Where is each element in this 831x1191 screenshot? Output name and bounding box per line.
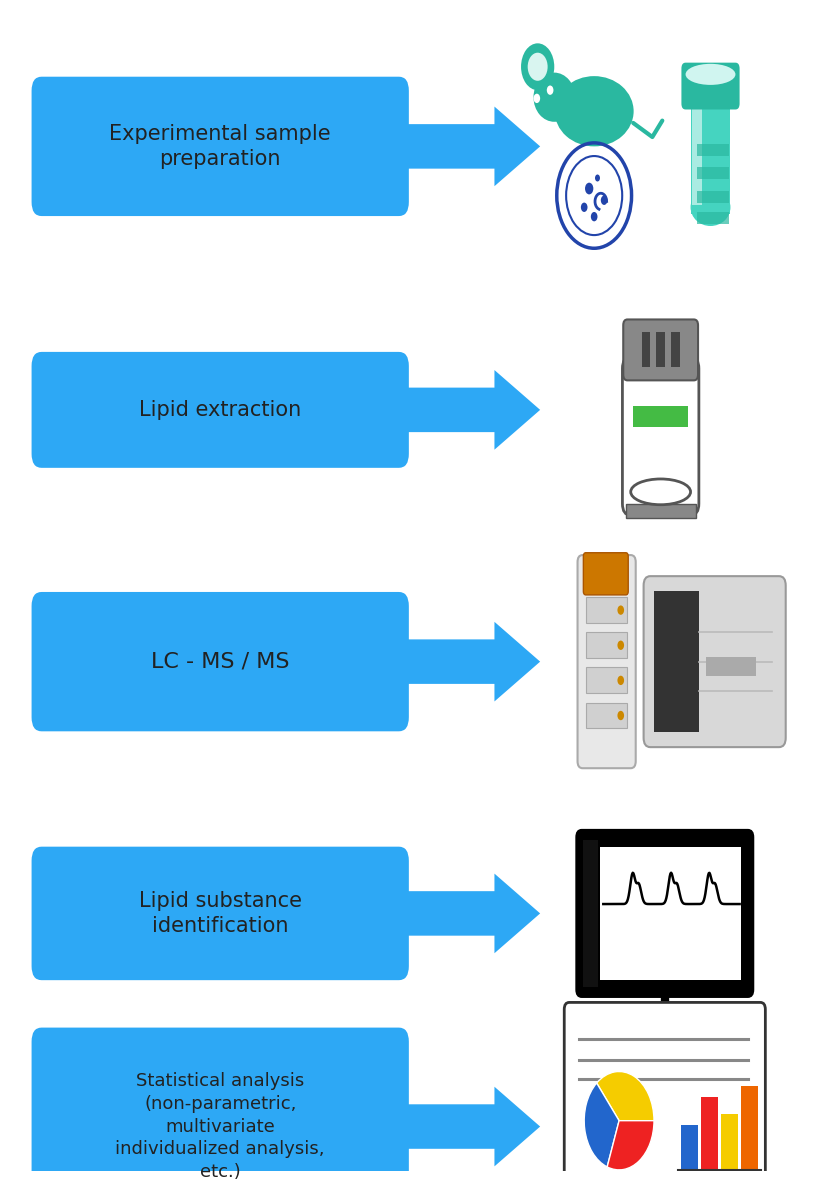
Bar — [697, 212, 729, 224]
Bar — [706, 657, 756, 675]
Circle shape — [617, 711, 624, 721]
Bar — [671, 332, 680, 368]
Bar — [633, 406, 688, 428]
Polygon shape — [407, 370, 540, 450]
Bar — [701, 1097, 718, 1170]
Text: Statistical analysis
(non-parametric,
multivariate
individualized analysis,
etc.: Statistical analysis (non-parametric, mu… — [116, 1072, 325, 1181]
Ellipse shape — [555, 76, 633, 146]
Polygon shape — [407, 1086, 540, 1166]
FancyBboxPatch shape — [681, 63, 740, 110]
Text: Experimental sample
preparation: Experimental sample preparation — [110, 124, 331, 169]
Bar — [721, 1114, 738, 1170]
Wedge shape — [597, 1072, 654, 1121]
Circle shape — [617, 641, 624, 650]
FancyBboxPatch shape — [623, 319, 698, 380]
FancyBboxPatch shape — [583, 553, 628, 594]
Bar — [630, 1009, 700, 1024]
Circle shape — [617, 605, 624, 615]
Circle shape — [601, 195, 607, 205]
Bar — [626, 504, 696, 518]
Circle shape — [585, 182, 593, 194]
Ellipse shape — [686, 64, 735, 85]
Bar — [681, 1125, 698, 1170]
FancyBboxPatch shape — [32, 351, 409, 468]
FancyBboxPatch shape — [564, 1003, 765, 1191]
Circle shape — [547, 86, 553, 95]
FancyBboxPatch shape — [578, 555, 636, 768]
Polygon shape — [407, 622, 540, 701]
Bar — [656, 332, 665, 368]
Circle shape — [595, 175, 600, 181]
Bar — [697, 191, 729, 202]
FancyBboxPatch shape — [32, 76, 409, 216]
Bar — [642, 332, 650, 368]
Bar — [600, 847, 741, 980]
Bar — [586, 632, 627, 659]
Bar — [583, 840, 598, 987]
Ellipse shape — [631, 479, 691, 505]
FancyBboxPatch shape — [622, 357, 699, 516]
Bar — [586, 597, 627, 623]
FancyBboxPatch shape — [644, 576, 786, 747]
Circle shape — [528, 52, 548, 81]
Bar — [586, 703, 627, 729]
FancyBboxPatch shape — [32, 1028, 409, 1191]
Text: LC - MS / MS: LC - MS / MS — [151, 651, 289, 672]
Bar — [741, 1085, 758, 1170]
Bar — [655, 592, 700, 732]
Bar — [697, 144, 729, 156]
Circle shape — [591, 212, 597, 222]
Polygon shape — [407, 874, 540, 953]
Polygon shape — [407, 106, 540, 186]
FancyBboxPatch shape — [577, 830, 753, 997]
Text: Lipid substance
identification: Lipid substance identification — [139, 891, 302, 936]
Wedge shape — [607, 1121, 654, 1170]
Circle shape — [617, 675, 624, 685]
Ellipse shape — [691, 188, 730, 226]
Bar — [586, 667, 627, 693]
Circle shape — [534, 94, 540, 104]
Circle shape — [521, 43, 554, 91]
Bar — [697, 168, 729, 179]
Bar — [692, 91, 702, 205]
Text: Lipid extraction: Lipid extraction — [139, 400, 302, 420]
Bar — [691, 64, 730, 214]
FancyBboxPatch shape — [32, 847, 409, 980]
Circle shape — [581, 202, 588, 212]
FancyBboxPatch shape — [32, 592, 409, 731]
Ellipse shape — [534, 73, 575, 121]
Wedge shape — [584, 1083, 619, 1167]
